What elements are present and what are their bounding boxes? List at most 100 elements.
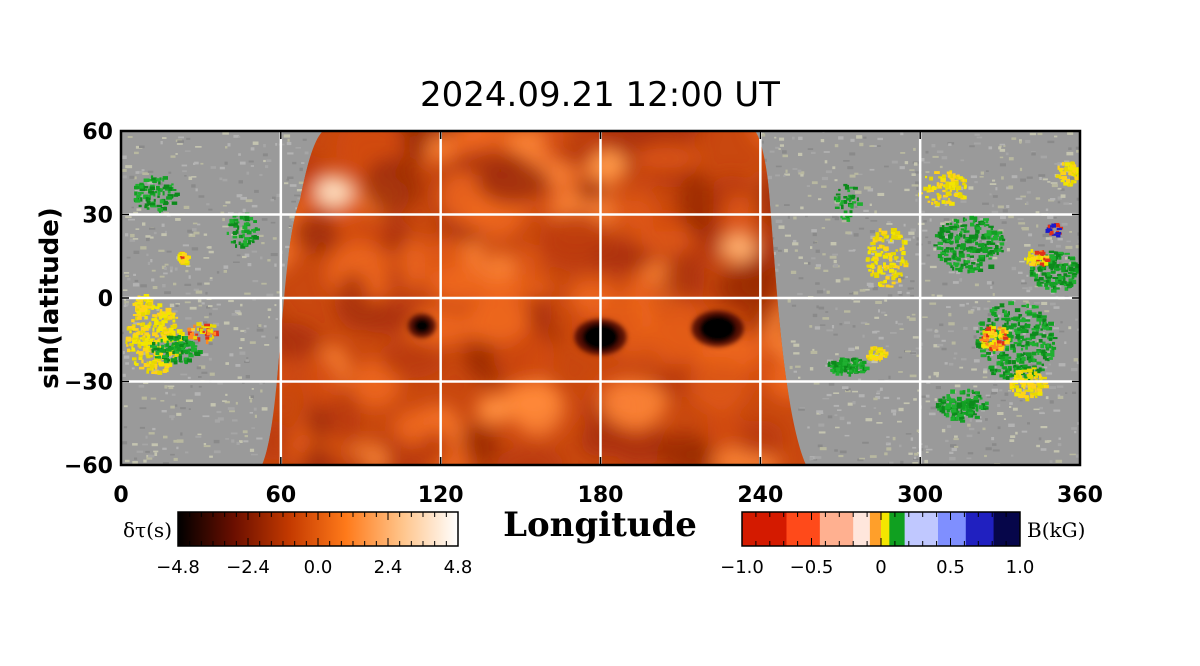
magnetic-speck	[164, 363, 170, 369]
noise-speck	[1038, 174, 1046, 177]
noise-speck	[900, 276, 905, 280]
noise-speck	[222, 225, 229, 228]
noise-speck	[910, 280, 915, 283]
noise-speck	[813, 241, 818, 244]
noise-speck	[249, 341, 256, 344]
noise-speck	[256, 328, 264, 332]
magnetic-speck	[841, 217, 848, 220]
magnetic-speck	[142, 185, 145, 190]
noise-speck	[145, 235, 151, 238]
magnetic-speck	[847, 189, 851, 193]
far-side-blob	[324, 453, 369, 465]
magnetic-speck	[1003, 356, 1009, 360]
magnetic-speck	[154, 191, 158, 194]
colorbar-magnetic-field-segment	[786, 512, 821, 546]
noise-speck	[822, 317, 830, 320]
magnetic-speck	[1014, 392, 1020, 397]
magnetic-speck	[146, 197, 151, 202]
noise-speck	[263, 159, 266, 163]
magnetic-speck	[1013, 367, 1020, 372]
noise-speck	[971, 368, 977, 371]
noise-speck	[252, 280, 259, 283]
noise-speck	[231, 439, 235, 443]
magnetic-speck	[154, 357, 159, 362]
noise-speck	[148, 454, 155, 458]
noise-speck	[832, 215, 838, 219]
magnetic-speck	[991, 371, 996, 376]
noise-speck	[164, 291, 171, 295]
magnetic-speck	[842, 361, 848, 366]
magnetic-speck	[1021, 356, 1026, 361]
magnetic-speck	[942, 396, 946, 399]
magnetic-speck	[877, 356, 883, 360]
noise-speck	[974, 133, 980, 136]
magnetic-speck	[972, 391, 976, 394]
noise-speck	[175, 153, 178, 155]
noise-speck	[872, 287, 878, 291]
magnetic-speck	[845, 214, 850, 218]
magnetic-speck	[962, 179, 965, 183]
noise-speck	[153, 450, 159, 453]
noise-speck	[973, 335, 977, 339]
noise-speck	[228, 299, 234, 303]
magnetic-speck	[1045, 279, 1050, 283]
noise-speck	[998, 229, 1004, 233]
magnetic-speck	[1048, 357, 1053, 360]
noise-speck	[196, 366, 202, 370]
magnetic-speck	[139, 187, 145, 192]
noise-speck	[236, 228, 243, 231]
noise-speck	[992, 443, 997, 446]
noise-speck	[125, 216, 132, 218]
noise-speck	[302, 138, 307, 141]
noise-speck	[775, 219, 783, 223]
noise-speck	[133, 176, 137, 180]
magnetic-speck	[998, 334, 1003, 338]
noise-speck	[940, 222, 945, 225]
magnetic-speck	[1051, 256, 1056, 261]
noise-speck	[809, 325, 813, 328]
magnetic-speck	[149, 354, 153, 358]
magnetic-speck	[963, 184, 967, 189]
magnetic-speck	[1038, 311, 1042, 314]
magnetic-speck	[950, 178, 955, 182]
magnetic-speck	[1050, 350, 1054, 353]
noise-speck	[911, 313, 916, 316]
magnetic-speck	[233, 218, 239, 222]
far-side-blob	[465, 298, 529, 345]
magnetic-speck	[151, 349, 155, 353]
magnetic-speck	[1021, 382, 1027, 387]
noise-speck	[895, 320, 898, 324]
noise-speck	[262, 153, 268, 157]
noise-speck	[239, 194, 243, 197]
magnetic-speck	[131, 347, 135, 352]
noise-speck	[997, 426, 1001, 430]
noise-speck	[829, 255, 837, 259]
noise-speck	[1068, 147, 1072, 150]
noise-speck	[951, 341, 956, 345]
noise-speck	[925, 448, 933, 451]
magnetic-speck	[1046, 227, 1051, 231]
noise-speck	[782, 154, 788, 158]
noise-speck	[1009, 402, 1013, 405]
colorbar-magnetic-field-tick-label: −0.5	[790, 557, 834, 578]
magnetic-speck	[984, 244, 987, 248]
noise-speck	[944, 220, 951, 224]
magnetic-speck	[1027, 382, 1034, 388]
magnetic-speck	[943, 194, 949, 198]
magnetic-speck	[1029, 262, 1036, 266]
magnetic-speck	[1016, 366, 1020, 370]
noise-speck	[884, 452, 888, 456]
magnetic-speck	[1050, 267, 1054, 271]
far-side-blob	[706, 411, 743, 447]
noise-speck	[926, 254, 931, 257]
magnetic-speck	[1018, 373, 1022, 377]
magnetic-speck	[146, 368, 153, 371]
magnetic-speck	[976, 227, 982, 230]
magnetic-speck	[146, 335, 151, 339]
magnetic-speck	[1063, 283, 1067, 287]
magnetic-speck	[984, 406, 989, 409]
noise-speck	[1058, 363, 1066, 367]
noise-speck	[286, 141, 292, 146]
noise-speck	[1048, 363, 1051, 366]
noise-speck	[249, 412, 253, 414]
